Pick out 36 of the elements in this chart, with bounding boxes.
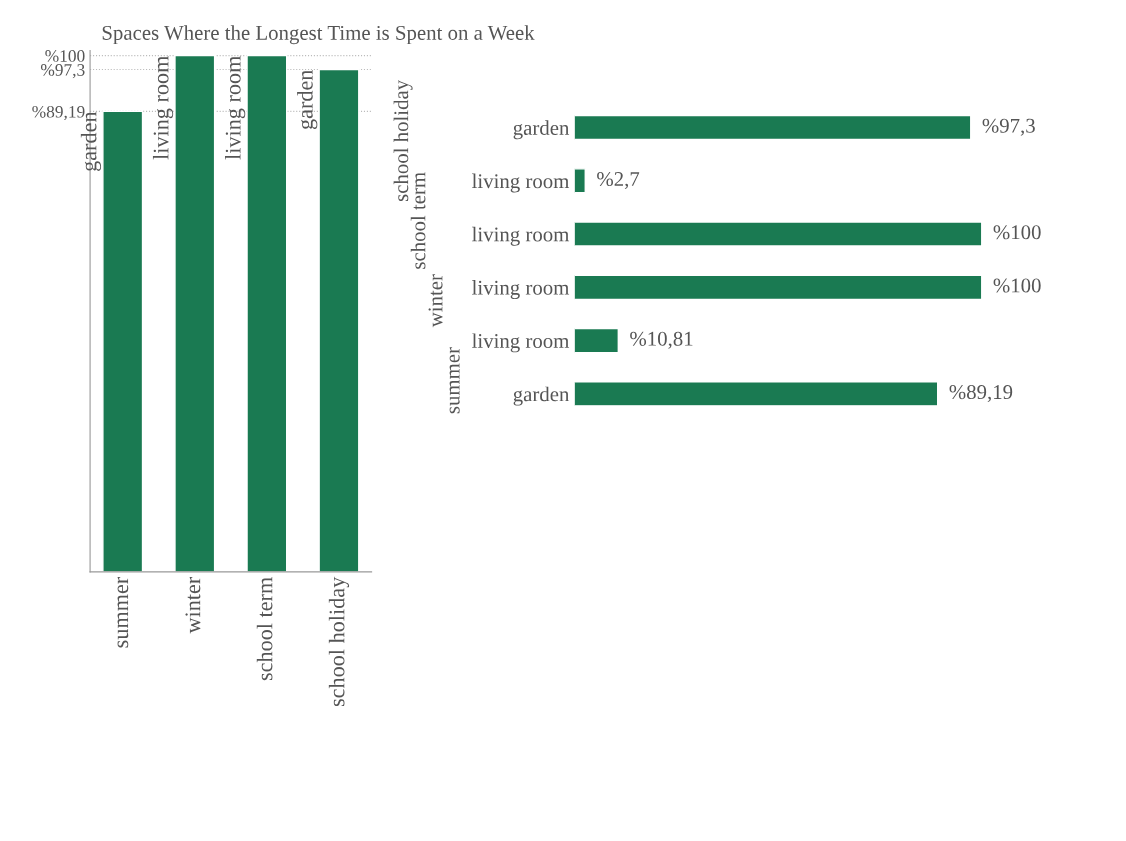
data-label: %89,19: [949, 385, 1013, 403]
text: school term: [410, 172, 426, 269]
data-label: %97,3: [982, 118, 1035, 136]
y-tick-label: living room: [472, 173, 570, 193]
text: summer: [449, 347, 460, 414]
data-label: %100: [993, 278, 1041, 293]
text: winter: [428, 274, 443, 328]
x-tick-label: summer: [117, 576, 129, 648]
y-tick-label: living room: [472, 333, 570, 353]
annotation: living room: [225, 55, 246, 160]
annotation: garden: [297, 69, 318, 130]
y-tick-label: garden: [513, 120, 570, 140]
bar: [246, 54, 288, 572]
bar: [318, 68, 360, 572]
y-tick-label: %97,3: [40, 64, 85, 79]
x-tick-label: winter: [185, 576, 201, 634]
x-tick-label: school holiday: [328, 576, 350, 707]
bar: [574, 221, 983, 247]
bar: [574, 114, 972, 141]
chart-title: Spaces Where the Longest Time is Spent on a Week: [102, 25, 535, 45]
y-tick-label: living room: [472, 280, 570, 300]
annotation: living room: [152, 55, 174, 160]
data-label: %10,81: [630, 331, 693, 349]
y-tick-label: %100: [45, 50, 85, 62]
bar: [174, 54, 216, 572]
bar: [574, 381, 939, 407]
y-tick-label: garden: [513, 386, 570, 406]
y-tick-label: living room: [472, 226, 570, 246]
bar: [102, 110, 144, 572]
x-tick-label: school term: [256, 577, 273, 681]
data-label: %2,7: [597, 171, 640, 190]
bar: [574, 168, 586, 194]
bar: [574, 274, 983, 301]
data-label: %100: [993, 225, 1041, 240]
bar: [574, 327, 620, 354]
text: school holiday: [393, 79, 413, 202]
